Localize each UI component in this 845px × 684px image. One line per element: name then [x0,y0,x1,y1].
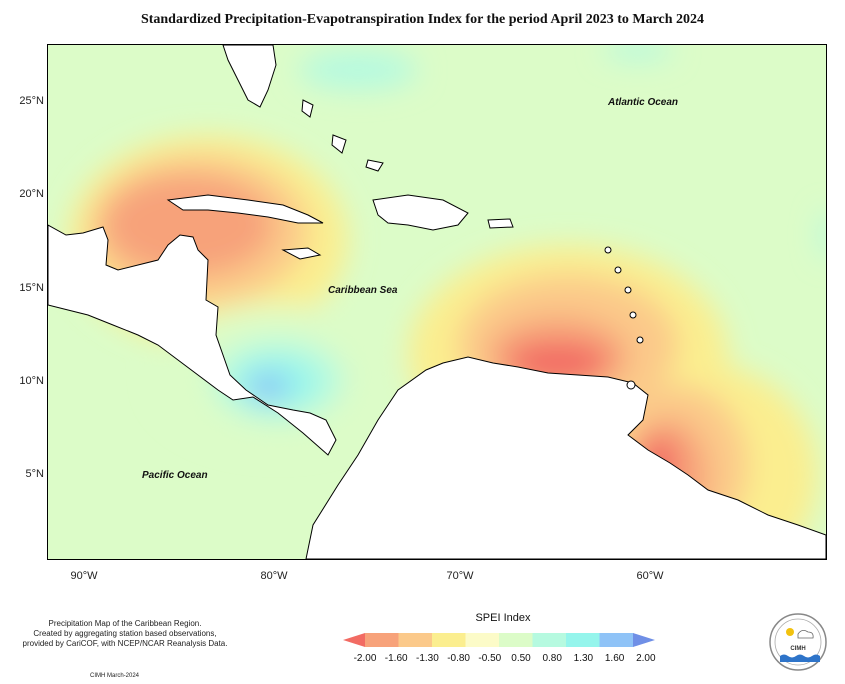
legend-swatch [633,633,655,647]
legend-swatch [599,633,634,647]
legend-title: SPEI Index [475,612,531,624]
antilles-4 [629,311,637,319]
map-title: Standardized Precipitation-Evapotranspir… [140,12,705,27]
central-america [48,224,337,456]
antilles-5 [636,336,644,344]
legend-label: 1.30 [573,653,594,664]
legend-swatch [365,633,399,647]
trinidad [626,380,636,390]
legend-swatch [398,633,433,647]
legend-swatch [465,633,500,647]
bahamas-3 [365,159,384,172]
cuba [166,194,324,224]
legend-label: -2.00 [353,653,377,664]
jamaica [281,247,322,260]
waves-icon [780,654,820,662]
map-canvas [48,45,826,559]
lat-tick-10n: 10°N [19,375,44,387]
legend-swatch [499,633,533,647]
atlantic-ocean-label: Atlantic Ocean [608,97,679,108]
lat-tick-20n: 20°N [19,188,44,200]
antilles-3 [624,286,632,294]
legend-label: -0.50 [478,653,502,664]
legend-label: -1.60 [384,653,408,664]
info-line-3: provided by CariCOF, with NCEP/NCAR Rean… [22,639,228,648]
south-america [305,356,826,559]
legend-swatch [532,633,567,647]
spei-map [47,44,827,560]
puerto-rico [487,218,514,229]
cimh-logo: CIMH [769,613,827,671]
lon-tick-70w: 70°W [446,570,474,582]
lat-tick-5n: 5°N [25,468,44,480]
legend-swatch [432,633,466,647]
legend-label: 0.80 [542,653,562,664]
pacific-ocean-label: Pacific Ocean [142,470,208,481]
sun-icon [786,628,794,636]
antilles-1 [604,246,612,254]
legend-swatches [343,633,655,647]
credit-text: CIMH March-2024 [90,673,140,679]
land-masses [48,45,826,559]
legend-label: 0.50 [511,653,531,664]
bahamas-2 [331,134,347,154]
legend-label: 1.60 [604,653,625,664]
florida [222,45,277,108]
cloud-icon [797,630,814,639]
lat-tick-25n: 25°N [19,95,44,107]
legend-swatch [343,633,365,647]
hispaniola [372,194,469,231]
map-description: Precipitation Map of the Caribbean Regio… [0,619,250,649]
lon-tick-90w: 90°W [70,570,98,582]
info-line-1: Precipitation Map of the Caribbean Regio… [48,619,202,628]
logo-text: CIMH [790,646,805,652]
legend-colorbar [343,633,655,647]
lat-tick-15n: 15°N [19,282,44,294]
lon-tick-80w: 80°W [260,570,288,582]
legend-label: 2.00 [636,653,656,664]
legend-label: -0.80 [447,653,470,664]
info-line-2: Created by aggregating station based obs… [33,629,217,638]
legend-label: -1.30 [415,653,439,664]
legend-swatch [566,633,600,647]
bahamas-1 [301,99,314,118]
antilles-2 [614,266,622,274]
caribbean-sea-label: Caribbean Sea [328,285,398,296]
lon-tick-60w: 60°W [636,570,664,582]
